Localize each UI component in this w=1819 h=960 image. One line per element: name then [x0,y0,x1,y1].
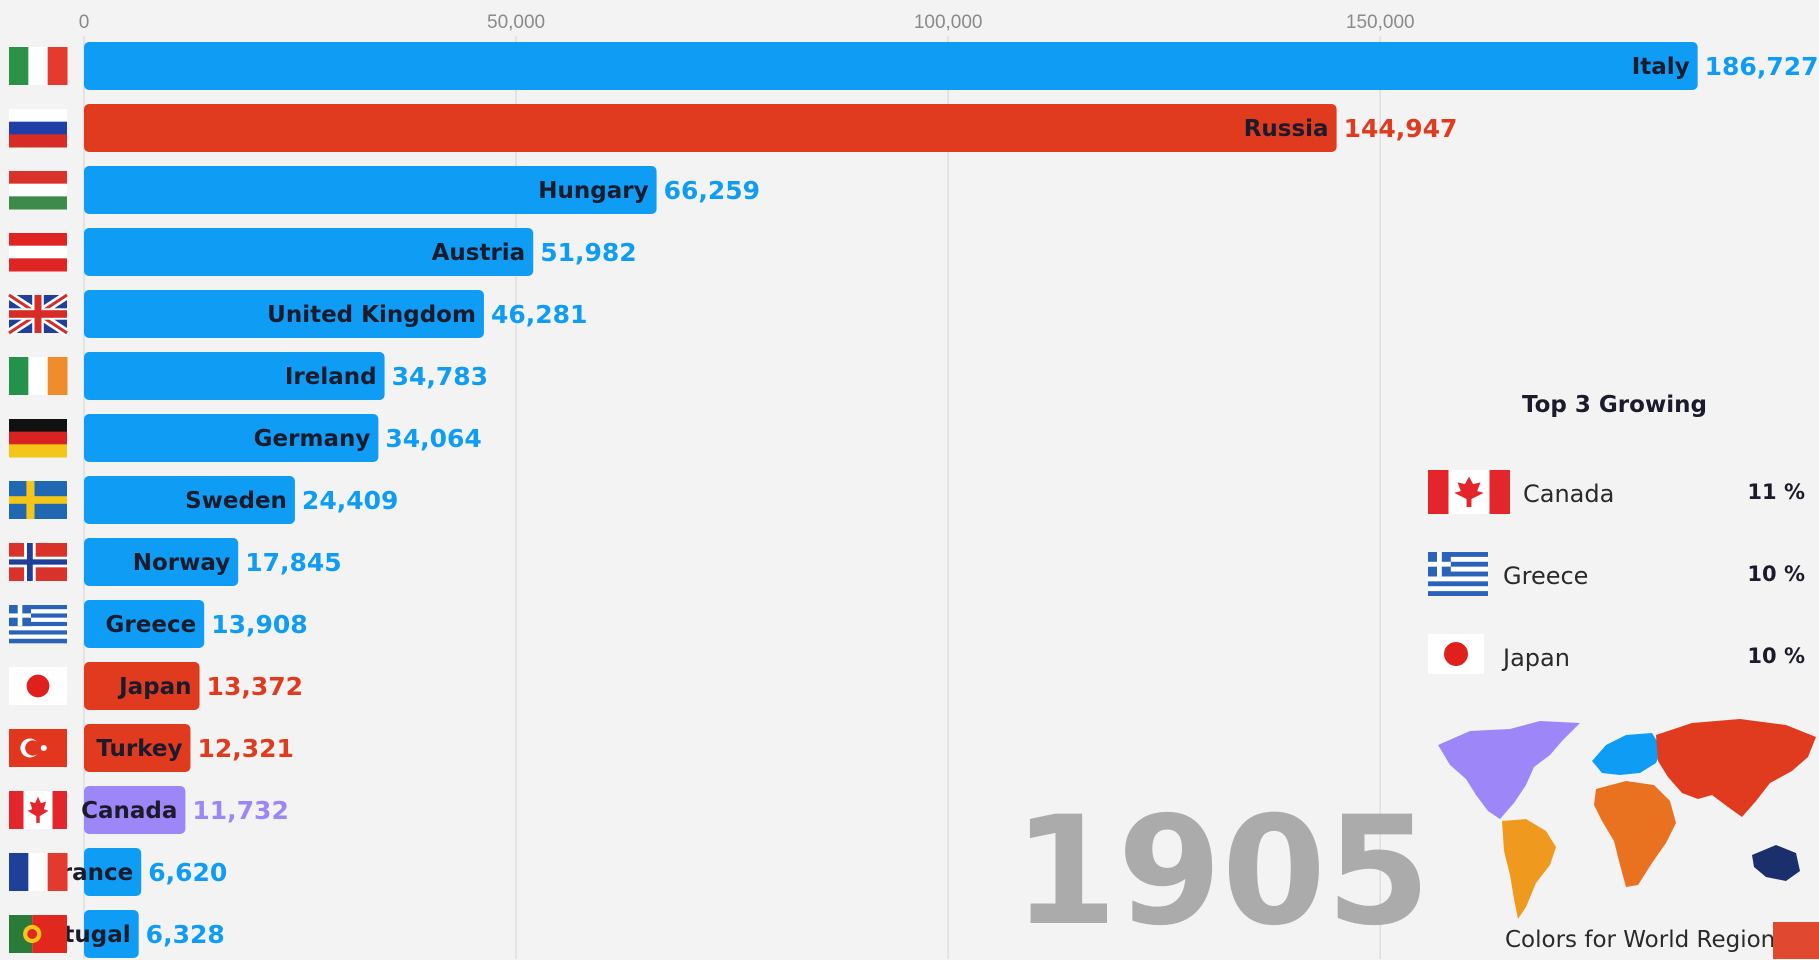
bar-value: 13,372 [207,672,303,701]
bar-united-kingdom [84,290,484,338]
oceania-shape [1752,845,1800,881]
corner-badge [1773,922,1819,959]
austria-flag-icon [9,233,67,272]
south-america-shape [1502,819,1556,919]
bar-value: 12,321 [197,734,293,763]
bar-portugal [84,910,139,958]
bar-value: 34,064 [385,424,481,453]
hungary-flag-icon [9,171,67,210]
africa-shape [1594,781,1676,887]
bar-norway [84,538,239,586]
growing-percent: 10 % [1747,562,1805,586]
bar-value: 51,982 [540,238,636,267]
bar-japan [84,662,200,710]
france-flag-icon [9,853,68,891]
bar-value: 6,620 [148,858,227,887]
growing-percent: 11 % [1747,480,1805,504]
bar-label: United Kingdom [267,302,476,328]
bar-value: 17,845 [245,548,341,577]
world-map-icon [1438,719,1816,919]
bar-value: 11,732 [192,796,288,825]
united-kingdom-flag-icon [6,291,70,337]
top-growing-panel: Top 3 Growing Canada 11 % Greece 10 % Ja… [1400,380,1819,960]
bar-value: 6,328 [146,920,225,949]
bar-ireland [84,352,385,400]
japan-flag-icon [1428,634,1484,674]
bar-label: Hungary [538,178,648,204]
bar-label: Russia [1244,116,1329,142]
bar-label: Japan [117,674,191,700]
growing-row: Japan 10 % [1400,628,1819,688]
bar-label: Austria [432,240,526,266]
sweden-flag-icon [9,481,67,519]
ireland-flag-icon [9,357,68,395]
year-label: 1905 [1013,785,1430,959]
bar-value: 144,947 [1344,114,1458,143]
bar-turkey [84,724,191,772]
bar-value: 34,783 [392,362,488,391]
bar-russia [84,104,1337,152]
bar-greece [84,600,205,648]
bar-value: 186,727 [1705,52,1819,81]
bar-value: 24,409 [302,486,398,515]
japan-flag-icon [9,667,67,705]
bar-label: Greece [106,612,197,638]
russia-flag-icon [9,109,67,148]
greece-flag-icon [9,605,67,644]
portugal-flag-icon [9,915,67,953]
growing-name: Canada [1523,480,1615,508]
growing-row: Canada 11 % [1400,464,1819,524]
bar-label: Germany [254,426,371,452]
italy-flag-icon [9,47,68,85]
tick-label: 0 [79,12,90,33]
bar-label: Italy [1632,54,1690,80]
bar-hungary [84,166,657,214]
bar-austria [84,228,534,276]
bar-label: Canada [81,798,177,824]
bar-france [84,848,142,896]
map-caption: Colors for World Regions [1505,927,1788,953]
growing-percent: 10 % [1747,644,1805,668]
europe-shape [1592,733,1662,775]
germany-flag-icon [9,419,67,458]
bar-value: 13,908 [211,610,307,639]
asia-shape [1656,719,1816,817]
axis-ticks: 0 50,000 100,000 150,000 [79,12,1415,33]
bar-value: 46,281 [491,300,587,329]
tick-label: 50,000 [487,12,545,33]
bar-italy [84,42,1698,90]
bar-sweden [84,476,295,524]
north-america-shape [1438,721,1580,819]
greece-flag-icon [1428,552,1488,596]
bar-canada [84,786,186,834]
top-growing-title: Top 3 Growing [1522,392,1707,418]
growing-name: Greece [1503,562,1589,590]
growing-name: Japan [1503,644,1570,672]
tick-label: 150,000 [1346,12,1415,33]
growing-row: Greece 10 % [1400,546,1819,606]
bar-label: Turkey [96,736,182,762]
bar-value: 66,259 [664,176,760,205]
canada-flag-icon [1428,470,1510,514]
flags [6,47,70,953]
canada-flag-icon [9,791,67,829]
tick-label: 100,000 [914,12,983,33]
bar-label: Sweden [185,488,287,514]
bar-label: Norway [133,550,230,576]
turkey-flag-icon [9,729,67,767]
bar-label: Ireland [285,364,377,390]
bar-germany [84,414,379,462]
norway-flag-icon [9,543,67,581]
